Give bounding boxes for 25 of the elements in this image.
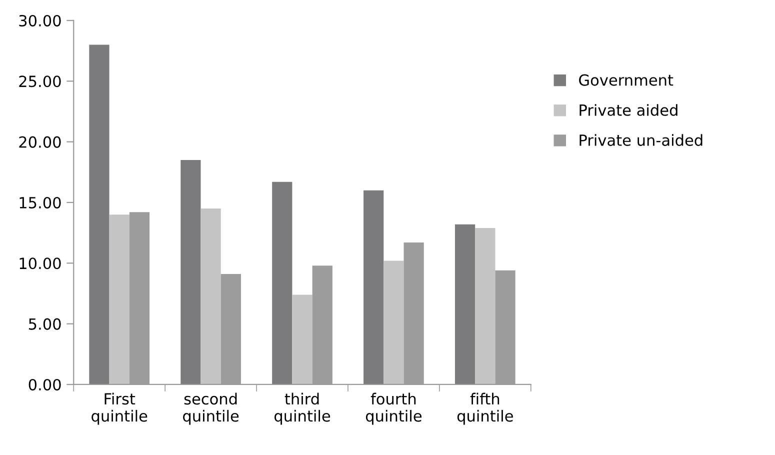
y-tick-label: 25.00 <box>19 76 61 88</box>
bar <box>272 182 292 384</box>
x-tick-label: fifth quintile <box>457 392 513 425</box>
bar <box>292 294 312 384</box>
bar <box>89 44 110 384</box>
y-tick-label: 20.00 <box>19 136 61 148</box>
y-tick-label: 5.00 <box>28 318 61 330</box>
y-tick-label: 15.00 <box>20 196 61 208</box>
legend-label: Government <box>579 74 674 86</box>
y-tick-label: 30.00 <box>19 14 61 26</box>
bar <box>475 228 496 384</box>
bar <box>109 214 130 384</box>
bar <box>384 260 404 384</box>
bar <box>180 160 201 384</box>
bar <box>454 224 476 384</box>
bar <box>364 190 384 384</box>
legend-label: Private aided <box>580 104 678 116</box>
x-tick-label: second quintile <box>183 392 239 425</box>
y-tick-label: 0.00 <box>28 378 61 390</box>
x-tick-label: third quintile <box>274 392 330 425</box>
legend-label: Private un-aided <box>580 134 702 146</box>
y-tick-label: 10.00 <box>20 258 61 270</box>
bar <box>200 208 221 384</box>
x-tick-label: First quintile <box>92 392 148 425</box>
x-tick-label: fourth quintile <box>366 392 422 425</box>
